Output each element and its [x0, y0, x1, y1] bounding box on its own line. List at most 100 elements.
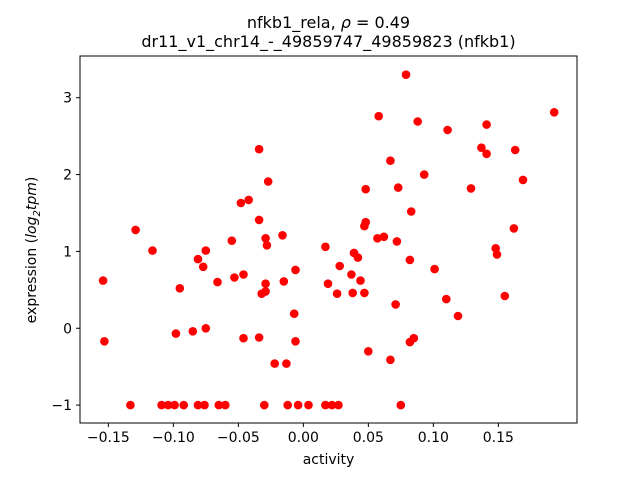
- data-point: [364, 347, 373, 356]
- data-point: [270, 359, 280, 368]
- data-point: [148, 246, 157, 255]
- chart-title-line1: nfkb1_rela, ρ = 0.49: [246, 13, 411, 32]
- data-point: [198, 262, 208, 272]
- data-point: [392, 237, 402, 246]
- data-point: [393, 183, 403, 192]
- data-point: [396, 400, 406, 410]
- data-point: [361, 184, 371, 194]
- data-point: [157, 400, 166, 410]
- x-tick-label: 0.05: [353, 430, 384, 446]
- data-point: [293, 400, 303, 410]
- data-point: [405, 337, 415, 347]
- data-point: [283, 400, 293, 410]
- rho-symbol: ρ: [340, 13, 351, 32]
- data-point: [386, 156, 395, 165]
- chart-title: nfkb1_rela, ρ = 0.49 dr11_v1_chr14_-_498…: [80, 13, 577, 51]
- x-tick-label: −0.15: [87, 430, 130, 446]
- data-point: [261, 287, 270, 296]
- data-point: [518, 175, 528, 185]
- data-point: [227, 236, 237, 245]
- x-tick-label: 0.15: [483, 430, 514, 446]
- x-tick-label: 0.00: [288, 430, 319, 446]
- data-point: [347, 270, 356, 279]
- data-point: [482, 120, 491, 129]
- data-point: [321, 242, 330, 252]
- data-point: [236, 198, 246, 208]
- data-point: [492, 250, 502, 259]
- data-point: [230, 273, 239, 282]
- data-point: [373, 234, 382, 243]
- data-point: [221, 400, 230, 410]
- y-tick-label: 1: [63, 244, 72, 260]
- x-tick-label: −0.05: [217, 430, 260, 446]
- x-tick-label: 0.10: [418, 430, 449, 446]
- data-point: [386, 355, 395, 365]
- data-point: [430, 264, 439, 274]
- data-point: [179, 400, 188, 410]
- data-point: [175, 284, 185, 293]
- data-point: [335, 261, 345, 271]
- data-point: [282, 359, 291, 368]
- data-point: [171, 329, 181, 338]
- data-point: [405, 255, 415, 265]
- y-tick-label: 3: [63, 91, 72, 107]
- data-point: [291, 337, 300, 346]
- data-point: [193, 254, 203, 264]
- data-point: [261, 279, 270, 289]
- data-point: [334, 400, 343, 410]
- data-point: [510, 145, 520, 155]
- data-point: [442, 294, 451, 304]
- data-point: [254, 333, 264, 342]
- data-point: [453, 311, 463, 321]
- data-point: [170, 400, 179, 410]
- data-point: [239, 270, 248, 279]
- data-point: [254, 215, 264, 225]
- y-axis-label: expression (log2tpm): [24, 176, 43, 324]
- data-point: [261, 234, 270, 243]
- data-point: [466, 184, 476, 193]
- data-point: [391, 300, 400, 309]
- data-point: [401, 70, 411, 79]
- data-point: [239, 333, 248, 343]
- data-point: [304, 400, 313, 410]
- data-point: [213, 277, 222, 287]
- axes-frame: [79, 55, 578, 424]
- data-point: [262, 241, 272, 250]
- data-point: [348, 288, 358, 298]
- data-point: [289, 309, 299, 319]
- data-point: [361, 217, 371, 227]
- data-point: [332, 289, 342, 299]
- data-point: [509, 224, 519, 233]
- data-point: [549, 108, 559, 117]
- x-tick-label: −0.10: [152, 430, 195, 446]
- data-point: [260, 400, 269, 410]
- data-point: [244, 195, 253, 205]
- data-point: [353, 253, 363, 262]
- y-tick-label: −1: [51, 398, 72, 414]
- data-point: [100, 337, 109, 346]
- data-point: [482, 149, 491, 159]
- data-point: [214, 400, 224, 410]
- data-point: [323, 279, 333, 289]
- data-point: [98, 276, 108, 285]
- data-point: [126, 400, 135, 410]
- y-tick-label: 2: [63, 168, 72, 184]
- data-point: [419, 170, 429, 179]
- data-point: [131, 225, 140, 235]
- data-point: [193, 400, 203, 410]
- data-point: [278, 231, 287, 240]
- data-point: [254, 144, 264, 154]
- scatter-points: [98, 70, 559, 410]
- data-point: [163, 400, 173, 410]
- data-point: [500, 291, 510, 301]
- data-point: [379, 232, 389, 242]
- data-point: [356, 276, 365, 285]
- y-tick-label: 0: [63, 321, 72, 337]
- data-point: [327, 400, 337, 410]
- data-point: [413, 117, 423, 126]
- data-point: [360, 288, 369, 298]
- data-point: [263, 177, 273, 186]
- data-point: [321, 400, 330, 410]
- data-point: [374, 111, 384, 121]
- data-point: [201, 324, 211, 333]
